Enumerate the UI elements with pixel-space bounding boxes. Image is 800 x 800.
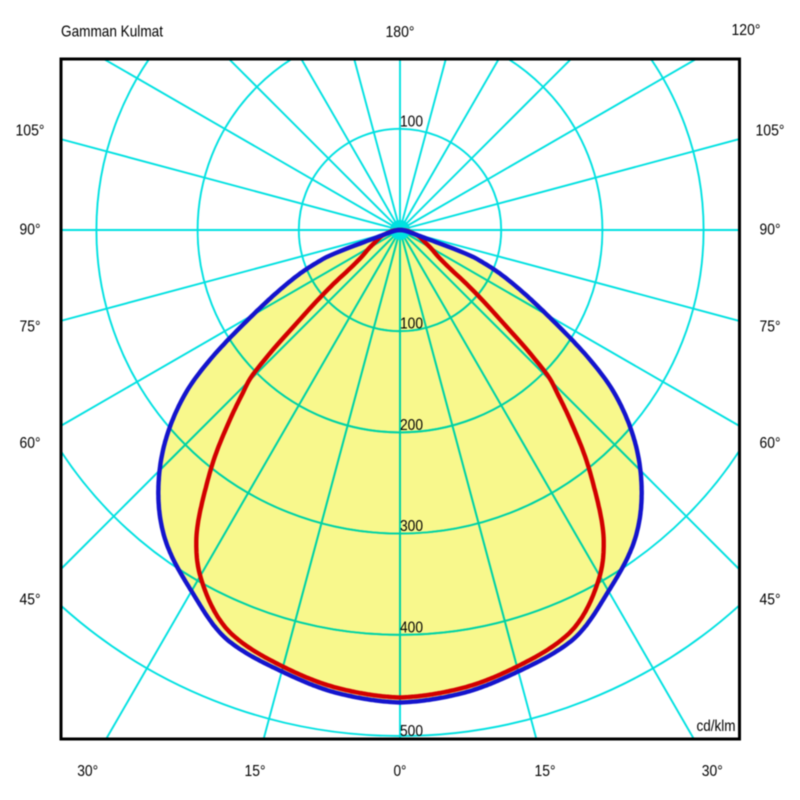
svg-text:30°: 30° <box>77 763 98 780</box>
svg-text:Gamman Kulmat: Gamman Kulmat <box>61 24 163 41</box>
svg-text:180°: 180° <box>386 24 415 41</box>
svg-text:15°: 15° <box>245 763 266 780</box>
svg-text:105°: 105° <box>756 122 785 139</box>
svg-text:100: 100 <box>400 114 423 131</box>
svg-text:400: 400 <box>400 619 423 636</box>
svg-text:60°: 60° <box>20 435 41 452</box>
svg-text:105°: 105° <box>16 122 45 139</box>
svg-text:300: 300 <box>400 518 423 535</box>
svg-text:cd/klm: cd/klm <box>697 718 736 735</box>
svg-text:45°: 45° <box>20 592 41 609</box>
svg-text:15°: 15° <box>535 763 556 780</box>
svg-text:100: 100 <box>400 316 423 333</box>
svg-text:75°: 75° <box>20 319 41 336</box>
svg-text:500: 500 <box>400 723 423 740</box>
svg-text:75°: 75° <box>760 319 781 336</box>
svg-text:90°: 90° <box>20 222 41 239</box>
svg-text:120°: 120° <box>732 22 761 39</box>
svg-text:45°: 45° <box>760 592 781 609</box>
svg-text:0°: 0° <box>394 763 407 780</box>
svg-text:30°: 30° <box>702 763 723 780</box>
svg-text:60°: 60° <box>760 435 781 452</box>
svg-text:90°: 90° <box>760 222 781 239</box>
svg-text:200: 200 <box>400 417 423 434</box>
